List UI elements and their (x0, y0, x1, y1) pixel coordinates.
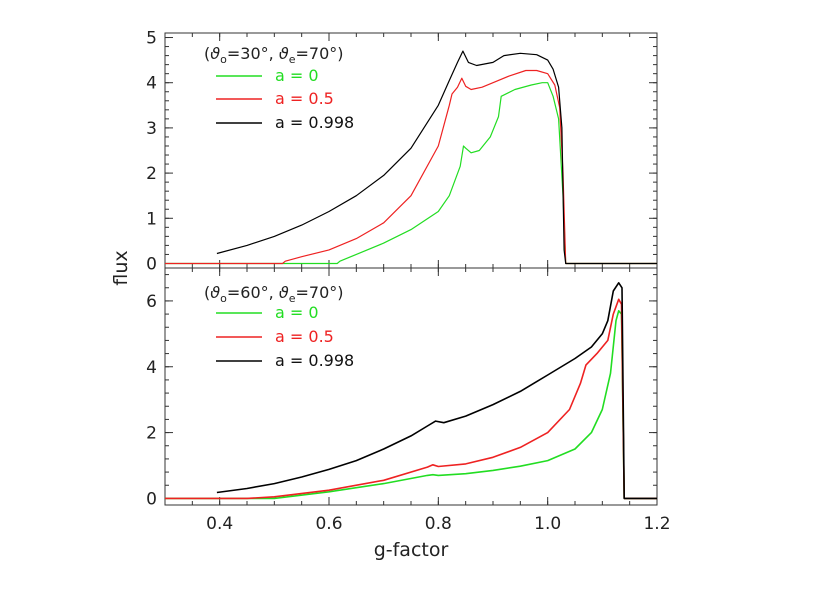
x-axis-title: g-factor (374, 539, 449, 561)
top-ytick-label: 2 (146, 164, 157, 184)
bottom-legend-label-3: a = 0.998 (275, 351, 354, 370)
bottom-ytick-label: 2 (146, 424, 157, 444)
bottom-legend-title: (ϑo=60°, ϑe=70°) (204, 283, 344, 305)
top-ytick-label: 3 (146, 119, 157, 139)
top-series-line-1 (165, 82, 657, 265)
top-series-line-3 (216, 50, 657, 265)
bottom-legend: (ϑo=60°, ϑe=70°) a = 0 a = 0.5 a = 0.998 (204, 283, 354, 370)
top-legend-title: (ϑo=30°, ϑe=70°) (204, 44, 344, 66)
bottom-series-line-2 (165, 298, 657, 500)
bottom-axis-ticks: 0 2 4 6 0.4 0.6 0.8 1.0 1.2 (146, 268, 671, 534)
top-legend-label-2: a = 0.5 (275, 89, 334, 108)
bottom-ytick-label: 6 (146, 292, 157, 312)
bottom-series-line-1 (165, 310, 657, 500)
bottom-series-line-3 (216, 282, 657, 500)
top-legend-label-3: a = 0.998 (275, 113, 354, 132)
y-axis-title: flux (110, 250, 132, 285)
xtick-label: 1.2 (643, 514, 670, 534)
top-ytick-label: 4 (146, 74, 157, 94)
top-panel-frame (164, 32, 658, 269)
top-ytick-label: 5 (146, 29, 157, 49)
xtick-label: 1.0 (534, 514, 561, 534)
top-legend-label-1: a = 0 (275, 66, 319, 85)
bottom-panel-series (165, 282, 657, 500)
bottom-legend-label-1: a = 0 (275, 303, 319, 322)
bottom-ytick-label: 0 (146, 489, 157, 509)
xtick-label: 0.8 (425, 514, 452, 534)
xtick-label: 0.4 (206, 514, 233, 534)
top-ytick-label: 0 (146, 254, 157, 274)
top-panel-series (165, 50, 657, 265)
bottom-panel-frame (164, 267, 658, 506)
xtick-label: 0.6 (315, 514, 342, 534)
top-ytick-label: 1 (146, 209, 157, 229)
bottom-legend-label-2: a = 0.5 (275, 327, 334, 346)
top-legend: (ϑo=30°, ϑe=70°) a = 0 a = 0.5 a = 0.998 (204, 44, 354, 132)
bottom-ytick-label: 4 (146, 358, 157, 378)
top-series-line-2 (165, 69, 657, 265)
